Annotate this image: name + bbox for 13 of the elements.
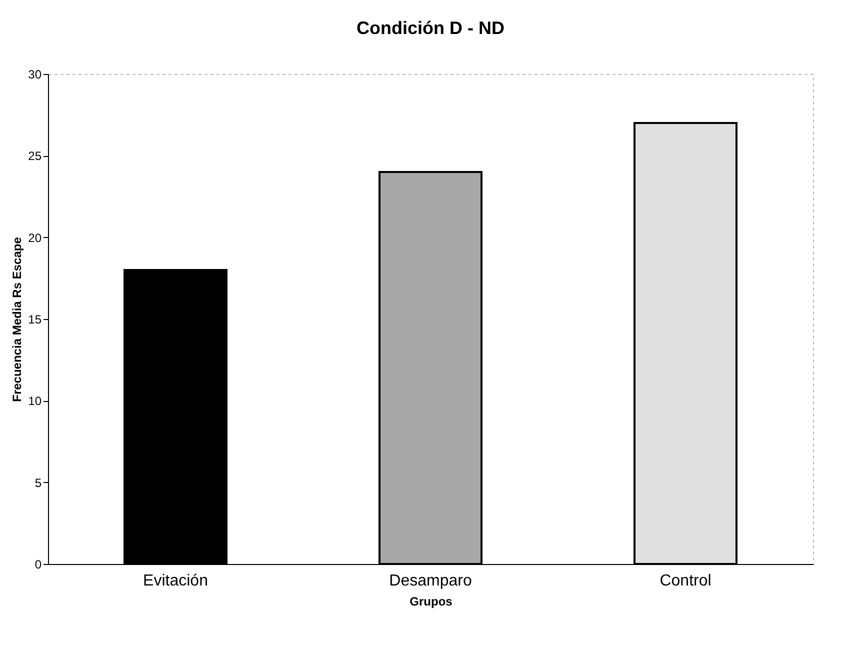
y-tick-label: 25 <box>28 149 42 164</box>
y-tick-label: 5 <box>34 476 42 490</box>
x-tick-label: Evitación <box>143 572 208 590</box>
y-tick-label: 20 <box>28 230 42 245</box>
y-tick-label: 15 <box>28 312 42 326</box>
x-tick-label: Desamparo <box>389 572 472 590</box>
chart-title: Condición D - ND <box>356 18 504 38</box>
x-tick-label: Control <box>660 572 712 590</box>
y-tick-label: 30 <box>28 68 42 82</box>
y-tick-label: 0 <box>34 558 42 572</box>
y-axis-title: Frecuencia Media Rs Escape <box>10 236 24 402</box>
x-axis-title: Grupos <box>410 594 453 608</box>
y-tick-label: 10 <box>28 394 42 408</box>
